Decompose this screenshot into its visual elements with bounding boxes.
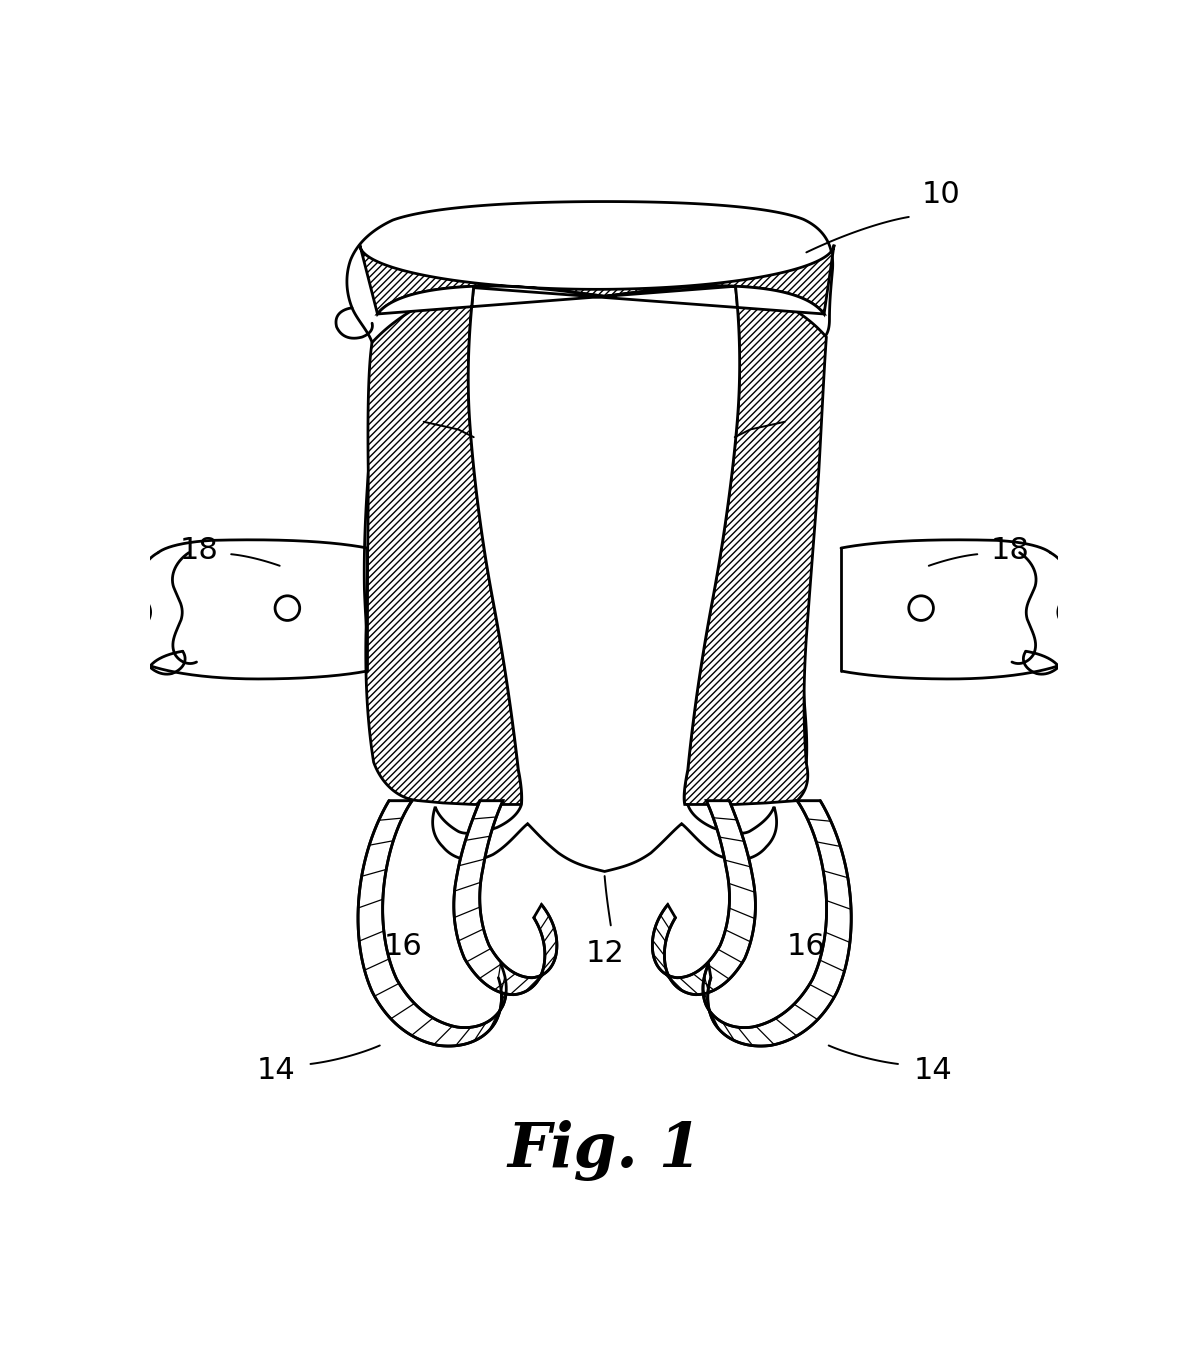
Text: 12: 12 xyxy=(585,940,624,968)
Polygon shape xyxy=(358,801,506,1046)
Text: 14: 14 xyxy=(256,1055,295,1085)
Polygon shape xyxy=(360,245,834,314)
Text: 18: 18 xyxy=(179,536,218,565)
Circle shape xyxy=(275,596,299,621)
Circle shape xyxy=(909,596,934,621)
Polygon shape xyxy=(684,287,826,805)
Text: 14: 14 xyxy=(914,1055,953,1085)
Polygon shape xyxy=(454,801,556,995)
Polygon shape xyxy=(377,285,824,871)
Text: 10: 10 xyxy=(922,180,961,209)
Polygon shape xyxy=(703,801,851,1046)
Text: 16: 16 xyxy=(383,933,422,961)
Polygon shape xyxy=(347,202,832,801)
Polygon shape xyxy=(365,287,522,805)
Polygon shape xyxy=(652,801,756,995)
Text: Fig. 1: Fig. 1 xyxy=(507,1120,702,1182)
Text: 18: 18 xyxy=(990,536,1029,565)
Text: 16: 16 xyxy=(786,933,825,961)
